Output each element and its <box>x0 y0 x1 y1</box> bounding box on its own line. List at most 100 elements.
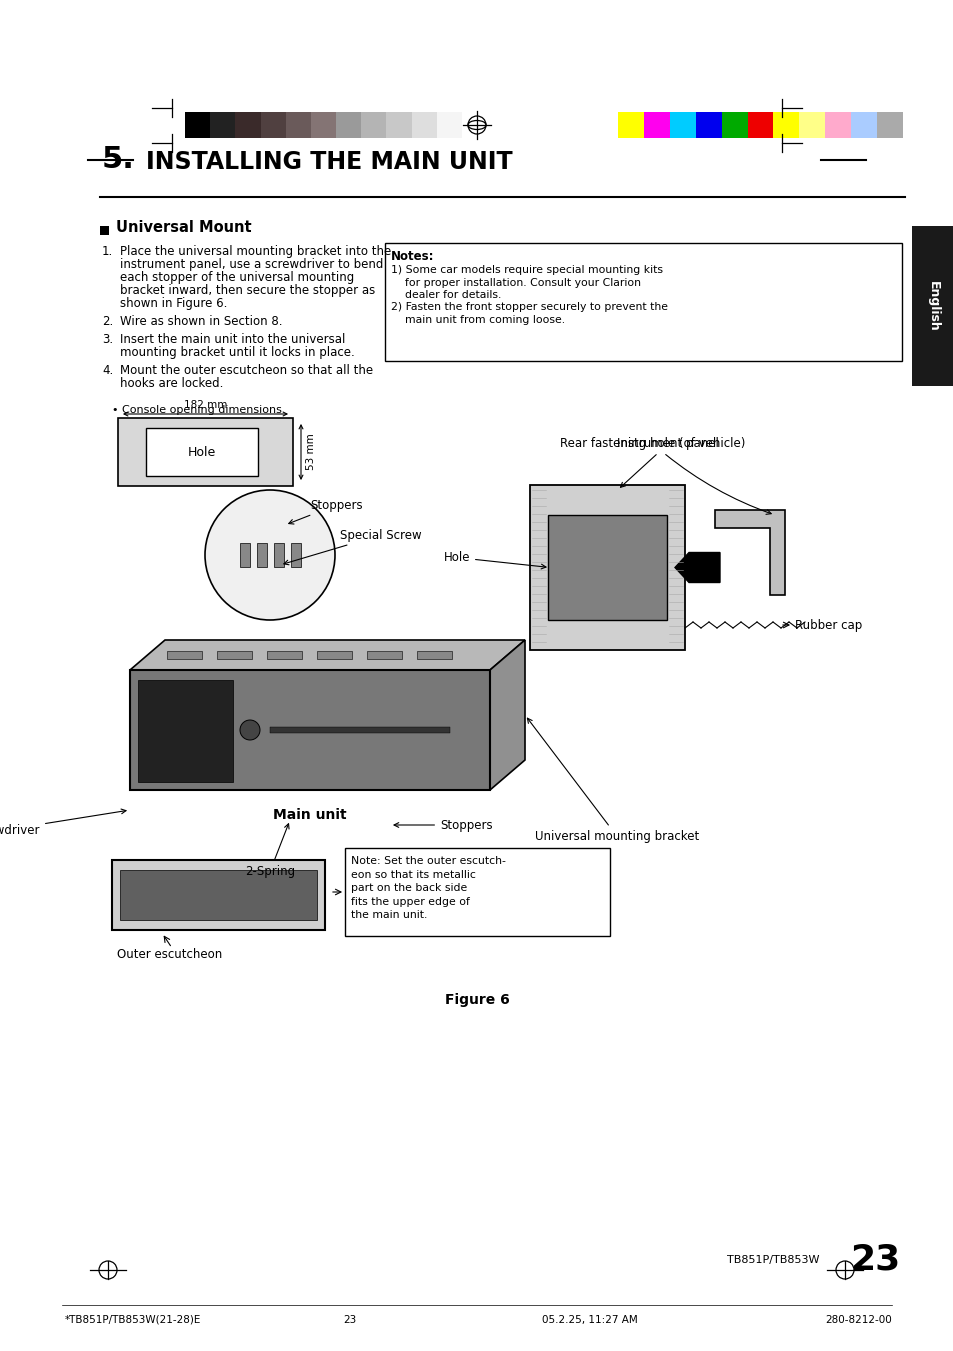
Polygon shape <box>714 509 784 594</box>
Bar <box>335 112 361 138</box>
Text: bracket inward, then secure the stopper as: bracket inward, then secure the stopper … <box>120 284 375 297</box>
Text: 1.: 1. <box>102 245 113 258</box>
Text: Main unit: Main unit <box>273 808 347 821</box>
Text: 1) Some car models require special mounting kits: 1) Some car models require special mount… <box>391 265 662 276</box>
Text: for proper installation. Consult your Clarion: for proper installation. Consult your Cl… <box>391 277 640 288</box>
Text: English: English <box>925 281 939 331</box>
Bar <box>138 680 233 782</box>
Bar <box>911 226 953 386</box>
Text: Note: Set the outer escutch-
eon so that its metallic
part on the back side
fits: Note: Set the outer escutch- eon so that… <box>351 857 505 920</box>
Text: 2-Spring: 2-Spring <box>245 824 294 878</box>
Bar <box>120 870 316 920</box>
Text: *TB851P/TB853W(21-28)E: *TB851P/TB853W(21-28)E <box>65 1315 201 1325</box>
Text: instrument panel, use a screwdriver to bend: instrument panel, use a screwdriver to b… <box>120 258 383 272</box>
Bar <box>274 543 284 567</box>
Bar <box>436 112 461 138</box>
Bar <box>235 112 260 138</box>
Text: Mount the outer escutcheon so that all the: Mount the outer escutcheon so that all t… <box>120 363 373 377</box>
Bar <box>361 112 386 138</box>
Text: Rear fastening hole (of vehicle): Rear fastening hole (of vehicle) <box>559 436 770 515</box>
Bar <box>345 848 609 936</box>
Text: 5.: 5. <box>102 145 134 174</box>
Bar <box>295 420 301 484</box>
Bar <box>747 112 773 138</box>
Text: Figure 6: Figure 6 <box>444 993 509 1006</box>
Text: Notes:: Notes: <box>391 250 434 263</box>
Bar <box>168 651 202 659</box>
Bar <box>643 112 669 138</box>
Text: 4.: 4. <box>102 363 113 377</box>
Bar <box>185 112 210 138</box>
Text: 2.: 2. <box>102 315 113 328</box>
Text: 2) Fasten the front stopper securely to prevent the: 2) Fasten the front stopper securely to … <box>391 303 667 312</box>
Bar <box>240 543 250 567</box>
Bar <box>385 243 901 361</box>
Polygon shape <box>490 640 524 790</box>
Bar <box>669 112 695 138</box>
Text: Stoppers: Stoppers <box>289 499 362 524</box>
Text: • Console opening dimensions: • Console opening dimensions <box>112 405 281 415</box>
Polygon shape <box>675 553 720 582</box>
Text: Wire as shown in Section 8.: Wire as shown in Section 8. <box>120 315 282 328</box>
Text: shown in Figure 6.: shown in Figure 6. <box>120 297 227 309</box>
Text: hooks are locked.: hooks are locked. <box>120 377 223 390</box>
Text: 53 mm: 53 mm <box>306 434 315 470</box>
Polygon shape <box>130 640 524 670</box>
Bar <box>547 515 666 620</box>
Bar <box>118 417 293 486</box>
Text: TB851P/TB853W: TB851P/TB853W <box>727 1255 820 1265</box>
Text: Place the universal mounting bracket into the: Place the universal mounting bracket int… <box>120 245 391 258</box>
Text: Stoppers: Stoppers <box>394 819 492 831</box>
Circle shape <box>240 720 260 740</box>
Text: INSTALLING THE MAIN UNIT: INSTALLING THE MAIN UNIT <box>146 150 512 174</box>
Bar <box>799 112 824 138</box>
Bar <box>824 112 850 138</box>
Text: Insert the main unit into the universal: Insert the main unit into the universal <box>120 332 345 346</box>
Text: Outer escutcheon: Outer escutcheon <box>117 948 222 961</box>
Text: Universal Mount: Universal Mount <box>116 220 252 235</box>
Text: 23: 23 <box>849 1243 899 1277</box>
Bar <box>112 861 325 929</box>
Bar <box>291 543 301 567</box>
Bar <box>317 651 352 659</box>
Bar <box>876 112 902 138</box>
Bar <box>850 112 876 138</box>
Text: 280-8212-00: 280-8212-00 <box>824 1315 891 1325</box>
Text: 23: 23 <box>343 1315 356 1325</box>
Circle shape <box>205 490 335 620</box>
Bar <box>260 112 286 138</box>
Bar <box>773 112 799 138</box>
Bar <box>530 485 684 650</box>
Text: dealer for details.: dealer for details. <box>391 290 501 300</box>
Bar <box>146 428 257 476</box>
Text: Screwdriver: Screwdriver <box>0 809 126 836</box>
Text: 182 mm: 182 mm <box>184 400 227 409</box>
Text: 05.2.25, 11:27 AM: 05.2.25, 11:27 AM <box>541 1315 638 1325</box>
Bar <box>100 226 109 235</box>
Text: Hole: Hole <box>188 446 216 458</box>
Text: 3.: 3. <box>102 332 113 346</box>
Bar <box>311 112 335 138</box>
Bar <box>286 112 311 138</box>
Bar <box>411 112 436 138</box>
Bar <box>695 112 720 138</box>
Bar <box>417 651 452 659</box>
Bar <box>367 651 402 659</box>
Bar <box>386 112 411 138</box>
Text: Universal mounting bracket: Universal mounting bracket <box>527 719 699 843</box>
Bar <box>270 727 450 734</box>
Text: Instrument panel: Instrument panel <box>617 436 719 488</box>
Text: each stopper of the universal mounting: each stopper of the universal mounting <box>120 272 354 284</box>
Text: mounting bracket until it locks in place.: mounting bracket until it locks in place… <box>120 346 355 359</box>
Text: Special Screw: Special Screw <box>284 528 421 565</box>
Text: Rubber cap: Rubber cap <box>794 619 862 631</box>
Bar <box>720 112 747 138</box>
Bar <box>256 543 267 567</box>
Bar <box>130 670 490 790</box>
Bar <box>618 112 643 138</box>
Bar <box>217 651 253 659</box>
Bar <box>210 112 235 138</box>
Bar <box>267 651 302 659</box>
Text: main unit from coming loose.: main unit from coming loose. <box>391 315 564 326</box>
Text: Hole: Hole <box>443 551 545 569</box>
